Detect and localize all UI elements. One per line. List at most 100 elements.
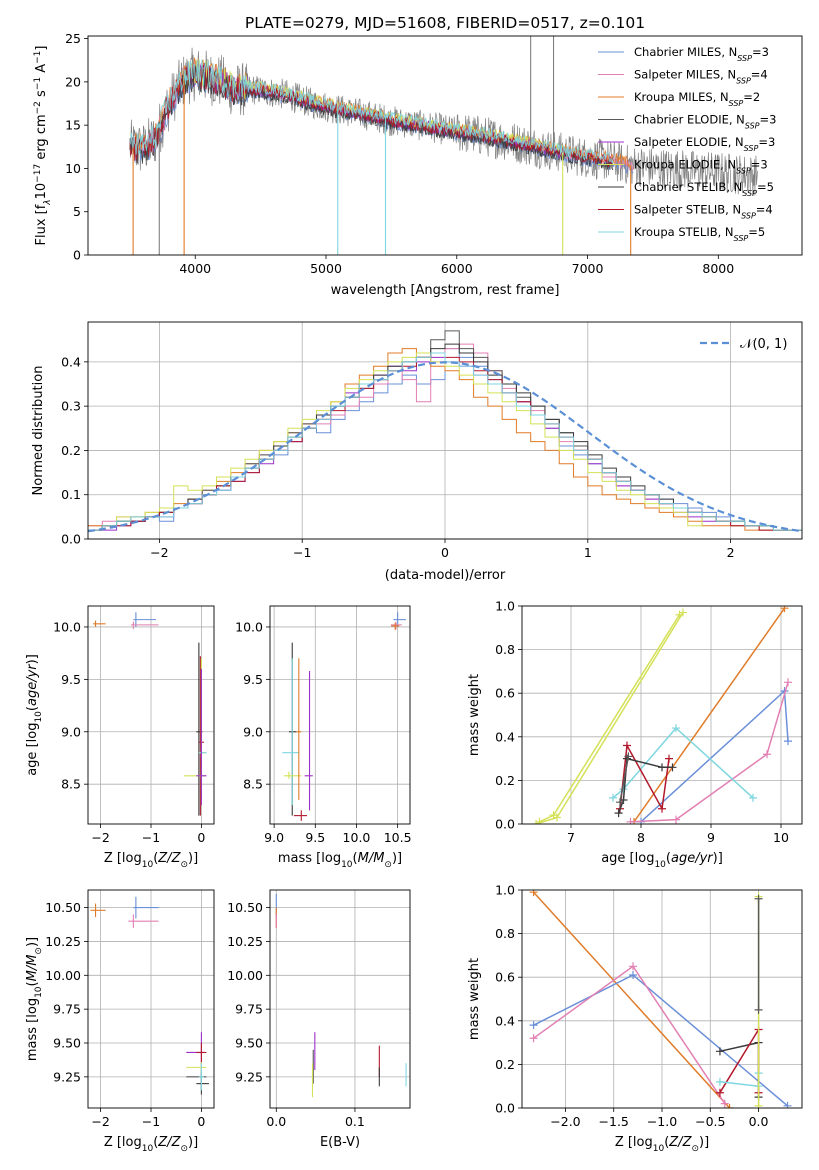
weight_vs_age-marker <box>614 809 623 818</box>
legend-suffix: =3 <box>758 135 775 149</box>
spectrum-ticks: 4000 5000 6000 7000 8000 0 5 10 15 20 25 <box>65 31 734 276</box>
spectrum-data-line <box>129 47 758 196</box>
weight_vs_age-marker <box>616 798 624 807</box>
legend-text: Kroupa STELIB, N <box>634 225 734 239</box>
legend-text: Kroupa ELODIE, N <box>634 158 736 172</box>
age_vs_Z-xlabel-part: ( <box>153 851 158 866</box>
weight_vs_age-xlabel-part: )] <box>713 851 723 866</box>
weight_vs_Z-marker <box>529 1021 538 1030</box>
spectrum-xtick-label: 8000 <box>702 261 734 276</box>
mass_vs_Z-xtick-label: −1 <box>142 1114 160 1129</box>
legend-suffix: =5 <box>757 180 774 194</box>
spectrum-frame <box>87 35 803 256</box>
spectrum-xtick-label: 5000 <box>310 261 342 276</box>
age_vs_Z-frame <box>87 605 215 825</box>
weight_vs_age-line-salpeter_miles <box>630 682 789 823</box>
age_vs_mass-axes: 9.0 9.5 10.0 10.5 8.5 9.0 9.5 10.0 <box>235 606 412 845</box>
legend-suffix: =4 <box>751 68 768 82</box>
weight_vs_age-marker <box>679 608 687 617</box>
residual-hist-kroupa_stelib <box>88 352 802 531</box>
weight_vs_age-ytick-label: 0.0 <box>495 817 515 832</box>
weight_vs_age-line-chabrier_elodie <box>619 756 630 803</box>
legend-subscript: SSP <box>729 99 744 108</box>
spectrum-legend-label: Salpeter STELIB, NSSP=4 <box>634 203 773 221</box>
weight_vs_Z-marker <box>754 1005 763 1014</box>
spectrum-ylabel-part: −1 <box>33 77 43 90</box>
weight_vs_Z-line-salpeter_miles <box>533 965 726 1105</box>
weight_vs_age-marker <box>658 804 666 813</box>
age_vs_Z-ylabel: age [log10(age/yr)] <box>25 654 44 776</box>
age_vs_mass-xtick-label: 10.0 <box>343 830 371 845</box>
weight_vs_Z-marker <box>754 894 763 903</box>
mass_vs_Z-ylabel-part: ⊙ <box>34 947 44 955</box>
weight_vs_Z-xlabel-part: Z/Z <box>668 1135 692 1150</box>
spectrum-axes: 4000 5000 6000 7000 8000 0 5 10 15 20 25 <box>65 31 734 276</box>
weight_vs_age-marker <box>626 817 635 824</box>
age_vs_mass-frame <box>269 605 411 825</box>
spectrum-legend-label: Chabrier STELIB, NSSP=5 <box>634 180 774 198</box>
residuals-xtick-label: −1 <box>293 545 311 560</box>
spectrum-ytick-label: 0 <box>73 248 81 263</box>
weight_vs_Z-ylabel: mass weight <box>467 958 482 1040</box>
mass_vs_ebv-ytick-label: 9.50 <box>235 1036 263 1051</box>
legend-text: Salpeter MILES, N <box>634 68 736 82</box>
weight_vs_Z-marker <box>715 1088 724 1097</box>
weight_vs_age-xlabel-part: age/yr <box>671 851 714 866</box>
age_vs_Z-xlabel-part: ⊙ <box>180 860 188 870</box>
age_vs_mass-xtick-label: 10.5 <box>384 830 412 845</box>
weight_vs_Z-xlabel-part: ⊙ <box>691 1144 699 1154</box>
legend-subscript: SSP <box>736 166 751 175</box>
weight_vs_age-line-kroupa_miles <box>633 607 786 823</box>
residuals-ytick-label: 0.1 <box>61 487 81 502</box>
mass_vs_ebv-frame <box>269 889 411 1109</box>
residuals-xtick-label: 0 <box>441 545 449 560</box>
age_vs_mass-ytick-label: 10.0 <box>235 619 263 634</box>
weight_vs_age-marker <box>623 741 631 750</box>
residuals-ytick-label: 0.2 <box>61 443 81 458</box>
spectrum-xlabel: wavelength [Angstrom, rest frame] <box>331 283 560 298</box>
weight_vs_age-marker <box>763 750 771 759</box>
mass_vs_Z-xlabel-part: Z [log <box>104 1135 142 1150</box>
weight_vs_age-line-salpeter_stelib <box>619 743 670 812</box>
weight_vs_Z-ytick-label: 0.4 <box>495 1013 515 1028</box>
weight_vs_age-ylabel: mass weight <box>467 674 482 756</box>
mass_vs_ebv-ytick-label: 10.00 <box>227 968 263 983</box>
weight_vs_Z-marker <box>629 962 638 971</box>
spectrum-lines <box>129 36 758 255</box>
weight_vs_age-xlabel: age [log10(age/yr)] <box>601 851 723 870</box>
residuals-xtick-label: 1 <box>584 545 592 560</box>
age_vs_mass-xlabel-part: 10 <box>341 860 353 870</box>
weight_vs_age-ytick-label: 0.2 <box>495 773 515 788</box>
weight_vs_Z-marker <box>783 1101 792 1108</box>
weight_vs_age-marker <box>784 678 792 687</box>
mass_vs_Z-points <box>90 896 209 1095</box>
spectrum-ytick-label: 15 <box>65 118 81 133</box>
mass_vs_ebv-ticks: 0.0 0.1 9.25 9.50 9.75 10.00 10.25 10.50 <box>227 900 365 1129</box>
age_vs_mass-xtick-label: 9.5 <box>305 830 325 845</box>
spectrum-xtick-label: 6000 <box>441 261 473 276</box>
mass_vs_Z-xlabel-part: Z/Z <box>157 1135 181 1150</box>
age_vs_Z-xlabel: Z [log10(Z/Z⊙)] <box>104 851 198 870</box>
mass_vs_Z-xlabel-part: )] <box>188 1135 198 1150</box>
spectrum-legend-label: Chabrier MILES, NSSP=3 <box>634 45 769 63</box>
legend-text: Chabrier MILES, N <box>634 45 737 59</box>
age_vs_Z-xlabel-part: Z [log <box>104 851 142 866</box>
spectrum-ytick-label: 10 <box>65 161 81 176</box>
spectrum-ylabel-part: −2 <box>33 101 43 114</box>
mass_vs_Z-ytick-label: 10.25 <box>45 934 81 949</box>
weight_vs_age-line-kroupa_stelib <box>612 727 754 799</box>
weight_vs_Z-xtick-label: −0.5 <box>695 1114 725 1129</box>
mass_vs_ebv-xtick-label: 0.0 <box>266 1114 286 1129</box>
residuals-xlabel: (data-model)/error <box>385 568 506 583</box>
mass_vs_Z-ylabel-part: 10 <box>34 986 44 998</box>
mass_vs_Z-axes: −2 −1 0 9.25 9.50 9.75 10.00 10.25 10.50 <box>45 890 214 1129</box>
spectrum-legend-label: Kroupa STELIB, NSSP=5 <box>634 225 765 243</box>
weight_vs_age-ytick-label: 0.4 <box>495 729 515 744</box>
weight_vs_age-frame <box>521 605 803 825</box>
weight_vs_age-line-kroupa_elodie <box>539 614 681 823</box>
age_vs_Z-ytick-label: 9.5 <box>61 672 81 687</box>
age_vs_Z-xtick-label: 0 <box>197 830 205 845</box>
mass_vs_Z-ylabel-part: )] <box>25 937 40 947</box>
spectrum-legend-label: Chabrier ELODIE, NSSP=3 <box>634 113 776 131</box>
